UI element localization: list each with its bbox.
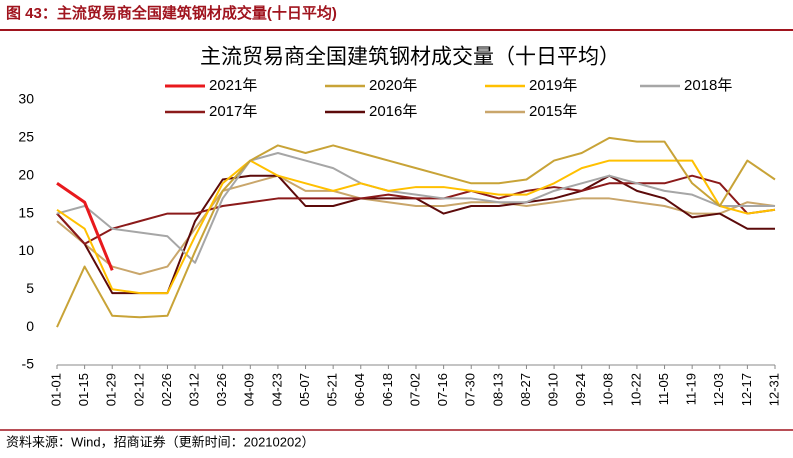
legend-label: 2021年 <box>209 77 257 94</box>
legend-label: 2017年 <box>209 103 257 120</box>
x-tick-label: 07-02 <box>407 373 422 406</box>
x-tick-label: 01-15 <box>76 373 91 406</box>
x-tick-label: 08-27 <box>518 373 533 406</box>
x-tick-label: 11-19 <box>684 373 699 405</box>
legend-label: 2020年 <box>369 77 417 94</box>
y-tick-label: 20 <box>18 166 34 182</box>
x-tick-label: 12-31 <box>766 373 781 406</box>
series-line <box>56 136 776 328</box>
y-tick-label: 5 <box>26 280 34 296</box>
x-tick-label: 03-26 <box>214 373 229 406</box>
legend-label: 2018年 <box>684 77 732 94</box>
x-tick-label: 10-22 <box>628 373 643 406</box>
x-tick-label: 02-26 <box>159 373 174 406</box>
figure-header: 图 43：主流贸易商全国建筑钢材成交量(十日平均) <box>6 4 337 22</box>
series-line <box>56 174 775 295</box>
series-line <box>56 174 776 276</box>
source-note: 资料来源：Wind，招商证券（更新时间：20210202） <box>6 434 314 449</box>
x-tick-label: 04-23 <box>269 373 284 406</box>
x-tick-label: 01-29 <box>104 373 119 406</box>
legend-label: 2016年 <box>369 103 417 120</box>
x-tick-label: 06-04 <box>352 373 367 406</box>
x-tick-label: 09-10 <box>546 373 561 406</box>
x-tick-label: 02-12 <box>131 373 146 406</box>
y-tick-label: 25 <box>18 129 34 145</box>
x-tick-label: 09-24 <box>573 373 588 406</box>
x-tick-label: 04-09 <box>242 373 257 406</box>
x-tick-label: 11-05 <box>656 373 671 405</box>
series-line <box>56 159 776 295</box>
x-tick-label: 07-16 <box>435 373 450 406</box>
series-line <box>56 182 114 271</box>
x-tick-label: 05-07 <box>297 373 312 406</box>
series-line <box>56 174 776 245</box>
series-line <box>56 152 775 264</box>
y-tick-label: 0 <box>26 318 34 334</box>
chart-title: 主流贸易商全国建筑钢材成交量（十日平均） <box>200 45 620 69</box>
x-tick-label: 12-17 <box>739 373 754 406</box>
x-tick-label: 01-01 <box>48 373 63 406</box>
x-tick-label: 06-18 <box>380 373 395 406</box>
y-tick-label: -5 <box>22 356 35 372</box>
x-tick-label: 07-30 <box>463 373 478 406</box>
x-tick-label: 10-08 <box>601 373 616 406</box>
y-tick-label: 15 <box>18 204 34 220</box>
legend-label: 2015年 <box>529 103 577 120</box>
x-tick-label: 12-03 <box>711 373 726 406</box>
legend-label: 2019年 <box>529 77 577 94</box>
x-tick-label: 08-13 <box>490 373 505 406</box>
x-tick-label: 05-21 <box>325 373 340 406</box>
y-tick-label: 30 <box>18 91 34 107</box>
y-tick-label: 10 <box>18 242 34 258</box>
x-tick-label: 03-12 <box>187 373 202 406</box>
